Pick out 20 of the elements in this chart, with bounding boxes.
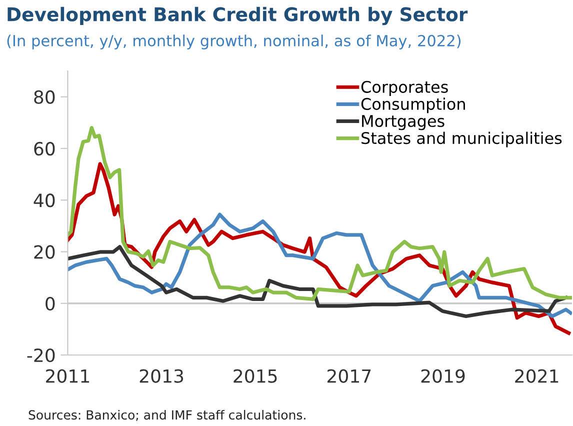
x-tick-label: 2019 [421, 369, 465, 383]
y-tick-label: 0 [46, 296, 55, 310]
y-tick-label: 60 [34, 142, 55, 156]
legend-label: Mortgages [362, 115, 444, 130]
y-tick-label: -20 [27, 348, 55, 362]
source-note: Sources: Banxico; and IMF staff calculations. [28, 410, 306, 421]
y-tick-label: 20 [34, 245, 55, 259]
chart-subtitle: (In percent, y/y, monthly growth, nominal, as of May, 2022) [7, 34, 461, 50]
x-tick-label: 2017 [328, 369, 371, 383]
x-tick-label: 2011 [46, 369, 90, 383]
legend-label: States and municipalities [362, 132, 562, 148]
y-tick-label: 80 [34, 90, 55, 104]
chart-title: Development Bank Credit Growth by Sector [8, 6, 468, 26]
legend-label: Corporates [361, 80, 448, 96]
y-tick-label: 40 [34, 194, 55, 208]
x-tick-label: 2015 [234, 369, 277, 383]
x-tick-label: 2013 [140, 369, 184, 383]
line-series [68, 245, 568, 318]
x-tick-label: 2021 [515, 369, 558, 383]
legend-label: Consumption [361, 98, 465, 114]
